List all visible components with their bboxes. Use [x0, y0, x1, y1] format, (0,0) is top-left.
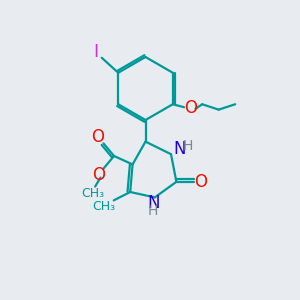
Text: N: N — [173, 140, 186, 158]
Text: I: I — [94, 43, 99, 61]
Text: O: O — [92, 128, 105, 146]
Text: H: H — [182, 139, 193, 153]
Text: CH₃: CH₃ — [81, 187, 105, 200]
Text: O: O — [194, 173, 207, 191]
Text: O: O — [184, 99, 197, 117]
Text: H: H — [148, 204, 158, 218]
Text: CH₃: CH₃ — [92, 200, 116, 213]
Text: O: O — [92, 166, 106, 184]
Text: N: N — [147, 194, 160, 212]
